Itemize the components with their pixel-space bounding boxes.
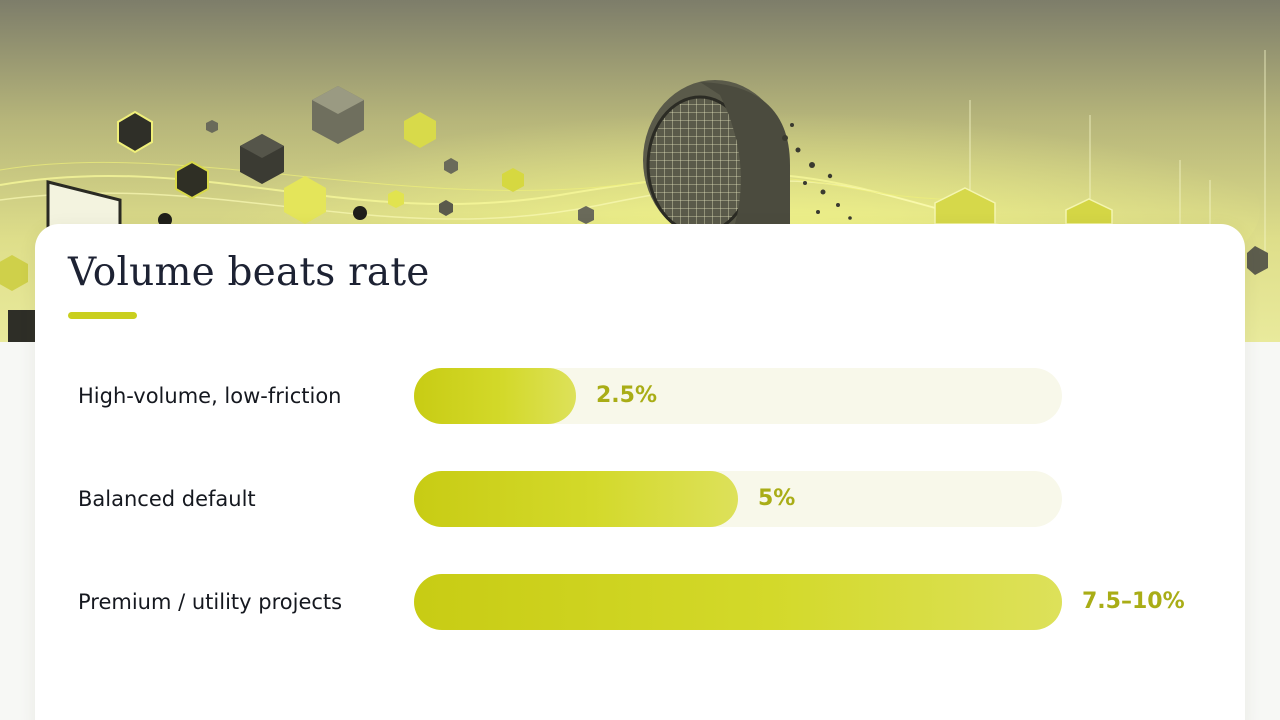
title-accent-underline [68,312,137,319]
bar-value-label: 2.5% [596,383,658,408]
bar-category-label: Premium / utility projects [78,590,343,614]
bar-value-label: 7.5–10% [1082,589,1185,614]
bar [414,471,738,527]
bar-track: 7.5–10% [414,574,1185,630]
bar-track: 2.5% [414,368,1062,424]
chart-card: Volume beats rate High-volume, low-frict… [35,224,1245,720]
slide-title: Volume beats rate [68,250,430,295]
bar-track: 5% [414,471,1062,527]
bar-category-label: Balanced default [78,487,256,511]
bar-value-label: 5% [758,486,796,511]
bar [414,368,576,424]
bar-category-label: High-volume, low-friction [78,384,342,408]
bar [414,574,1062,630]
